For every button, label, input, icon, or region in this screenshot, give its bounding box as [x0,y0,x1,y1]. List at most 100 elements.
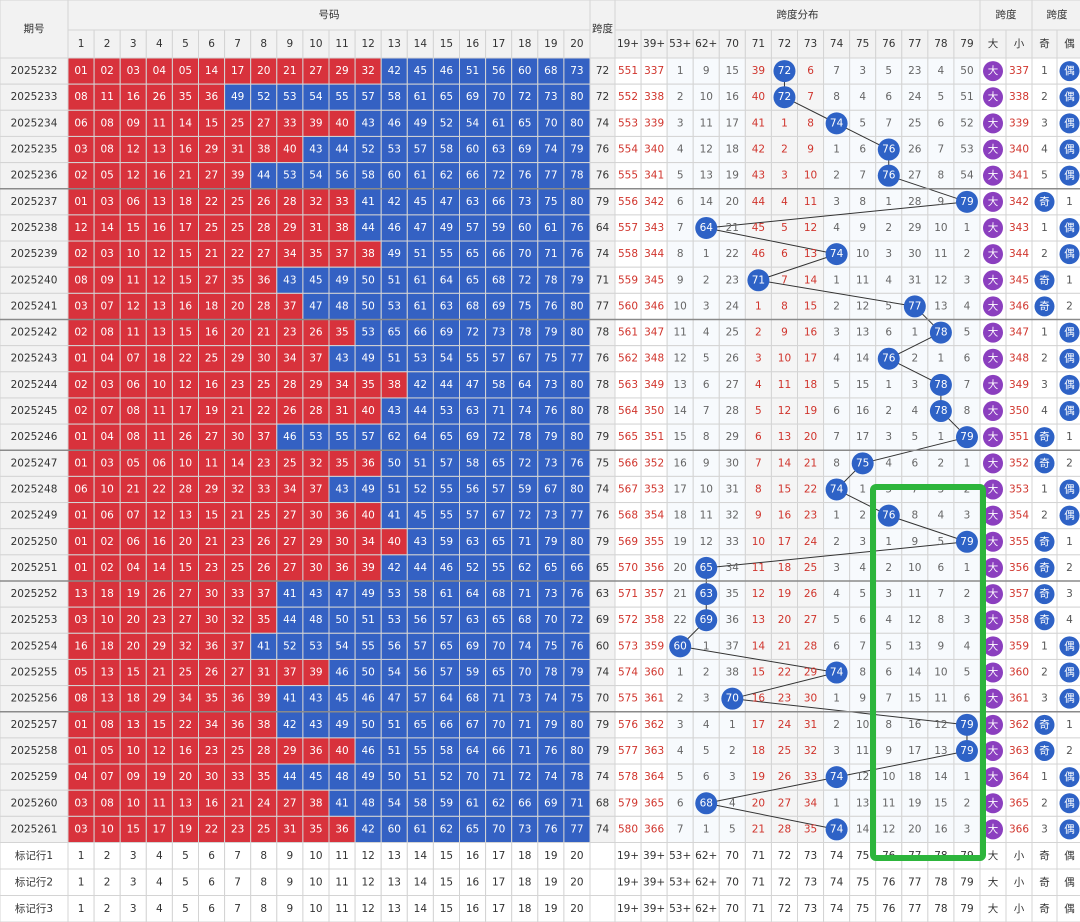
cell [511,240,539,268]
drawn-number: 12 [127,300,140,312]
omission: 25 [726,327,739,339]
omission: 15 [752,667,765,679]
drawn-number: 03 [100,379,113,391]
drawn-number: 13 [153,327,166,339]
drawn-number: 55 [335,431,348,443]
drawn-number: 64 [414,431,428,443]
drawn-number: 61 [492,117,505,129]
drawn-number: 28 [257,222,270,234]
drawn-number: 25 [179,667,192,679]
cell [640,292,668,321]
footer-cell: 偶 [1064,849,1075,862]
drawn-number: 65 [414,719,427,731]
omission: 573 [618,640,638,652]
drawn-number: 13 [127,719,140,731]
cell [1031,319,1058,347]
omission: 8 [833,457,840,469]
omission: 339 [644,117,664,129]
omission: 24 [778,719,792,731]
footer-cell: 5 [182,876,189,888]
period: 2025239 [11,248,58,260]
size-count: 346 [1009,300,1029,312]
omission: 13 [804,248,817,260]
drawn-number: 13 [179,510,192,522]
omission: 9 [703,65,710,77]
drawn-number: 31 [231,144,244,156]
drawn-number: 59 [492,222,505,234]
drawn-number: 03 [127,65,140,77]
footer-cell: 73 [804,876,817,888]
drawn-number: 36 [231,719,245,731]
cell [614,29,642,59]
drawn-number: 76 [544,300,558,312]
drawn-number: 35 [335,457,348,469]
omission: 6 [677,196,684,208]
drawn-number: 77 [570,823,583,835]
cell [537,266,565,294]
drawn-number: 10 [127,248,140,260]
size-count: 350 [1009,405,1029,417]
omission: 17 [778,536,791,548]
cell [901,397,929,425]
omission: 5 [833,379,840,391]
drawn-number: 40 [283,144,296,156]
size-mark: 大 [988,143,999,156]
drawn-number: 79 [570,144,583,156]
drawn-number: 65 [388,327,401,339]
omission: 562 [618,353,638,365]
omission: 16 [804,327,818,339]
omission: 4 [885,274,892,286]
drawn-number: 73 [544,510,557,522]
drawn-number: 31 [257,667,270,679]
cell [459,292,487,321]
drawn-number: 29 [231,353,244,365]
drawn-number: 08 [100,719,113,731]
drawn-number: 52 [257,91,270,103]
omission: 2 [677,91,684,103]
column-header: 39+ [643,38,665,50]
size-mark: 大 [988,482,999,495]
omission: 4 [859,562,866,574]
drawn-number: 37 [335,248,348,260]
drawn-number: 14 [153,562,167,574]
drawn-number: 27 [309,65,322,77]
omission: 10 [934,222,947,234]
span-hit: 74 [830,823,844,835]
drawn-number: 51 [361,614,374,626]
drawn-number: 70 [518,667,531,679]
omission: 2 [964,588,971,600]
drawn-number: 46 [335,667,349,679]
omission: 2 [885,222,892,234]
cell [67,214,95,242]
omission: 13 [934,745,947,757]
span: 76 [596,510,610,522]
parity-count: 2 [1041,353,1048,365]
footer-cell: 75 [856,876,869,888]
drawn-number: 15 [179,248,192,260]
omission: 11 [934,693,947,705]
drawn-number: 43 [309,144,322,156]
drawn-number: 41 [335,797,348,809]
drawn-number: 12 [127,144,140,156]
footer-cell: 62+ [695,850,717,862]
omission: 3 [964,614,971,626]
omission: 356 [644,562,664,574]
drawn-number: 03 [74,300,87,312]
cell [744,397,772,425]
drawn-number: 79 [544,431,557,443]
omission: 26 [778,771,792,783]
omission: 14 [778,457,792,469]
cell [589,842,616,870]
drawn-number: 62 [440,823,453,835]
drawn-number: 01 [74,562,87,574]
size-count: 347 [1009,327,1029,339]
drawn-number: 12 [179,379,192,391]
drawn-number: 78 [570,771,583,783]
cell [485,214,513,242]
period: 2025254 [11,640,58,652]
omission: 5 [833,614,840,626]
drawn-number: 23 [153,614,166,626]
drawn-number: 55 [361,640,374,652]
parity-count: 2 [1041,91,1048,103]
omission: 7 [859,170,866,182]
